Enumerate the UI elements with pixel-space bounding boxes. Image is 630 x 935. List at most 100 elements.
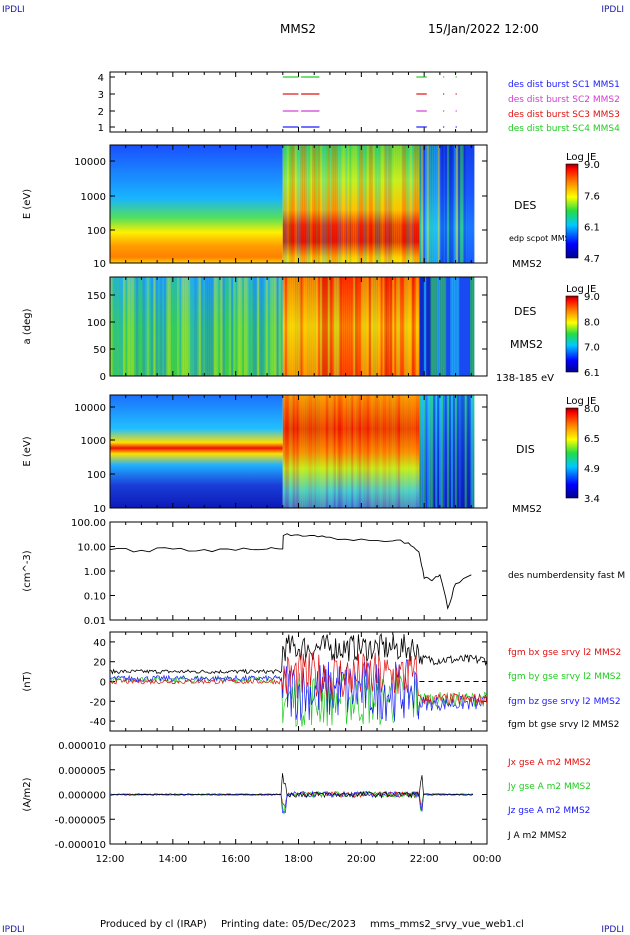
des-energy-side-label: MMS2 xyxy=(512,259,542,270)
des-energy-strip xyxy=(454,145,457,263)
des-pad-strip xyxy=(286,277,290,376)
des-pad-strip xyxy=(378,277,381,376)
des-pad-strip xyxy=(454,277,458,376)
des-pad-strip xyxy=(396,277,399,376)
des-energy-strip xyxy=(434,145,437,263)
dis-energy-strip xyxy=(411,395,415,508)
des-pad-strip xyxy=(215,277,219,376)
des-pad-strip xyxy=(382,277,385,376)
des-energy-strip xyxy=(459,145,463,263)
des-pad-empty xyxy=(474,277,487,376)
des-pad-strip xyxy=(335,277,338,376)
dis-energy-strip xyxy=(347,395,350,508)
des-pad-strip xyxy=(261,277,264,376)
des-pad-strip xyxy=(456,277,460,376)
des-pad-strip xyxy=(235,277,238,376)
current-y-tick-label: -0.000010 xyxy=(55,840,106,851)
des-pad-strip xyxy=(189,277,193,376)
des-pad-strip xyxy=(380,277,383,376)
des-pad-strip xyxy=(443,277,447,376)
des-energy-strip xyxy=(399,145,403,263)
des-pad-strip xyxy=(224,277,228,376)
current-series-trace xyxy=(109,790,474,815)
dis-energy-strip xyxy=(286,395,290,508)
burst-interval-mark xyxy=(443,126,445,128)
dis-energy-strip xyxy=(427,395,430,508)
dis-energy-strip xyxy=(296,395,299,508)
burst-legend-entry: des dist burst SC3 MMS3 xyxy=(508,110,620,120)
current-y-tick-label: 0.000005 xyxy=(58,766,106,777)
des-pad-strip xyxy=(331,277,335,376)
des-pad-strip xyxy=(339,277,342,376)
des-energy-strip xyxy=(286,145,290,263)
des-pad-strip xyxy=(198,277,202,376)
des-pad-strip xyxy=(120,277,124,376)
des-energy-y-tick-label: 10000 xyxy=(74,157,106,168)
des-energy-strip xyxy=(282,145,286,263)
des-pad-y-tick-label: 50 xyxy=(93,345,106,356)
des-energy-strip xyxy=(437,145,441,263)
des-energy-strip xyxy=(314,145,317,263)
des-pad-strip xyxy=(415,277,419,376)
dis-energy-strip xyxy=(317,395,321,508)
des-energy-strip xyxy=(333,145,337,263)
des-pad-y-tick-label: 150 xyxy=(87,291,106,302)
des-pad-strip xyxy=(358,277,362,376)
des-energy-strip xyxy=(401,145,405,263)
des-energy-strip xyxy=(294,145,297,263)
des-pad-strip xyxy=(351,277,354,376)
des-energy-strip xyxy=(468,145,472,263)
burst-interval-mark xyxy=(455,76,457,78)
dis-energy-strip xyxy=(370,395,374,508)
des-pad-strip xyxy=(317,277,321,376)
bfield-y-tick-label: 0 xyxy=(100,678,106,689)
des-pad-strip xyxy=(360,277,364,376)
dis-energy-strip xyxy=(368,395,372,508)
dis-energy-strip xyxy=(351,395,354,508)
des-pad-strip xyxy=(211,277,215,376)
des-pad-strip xyxy=(306,277,309,376)
dis-energy-strip xyxy=(419,395,422,508)
dis-energy-strip xyxy=(382,395,385,508)
dis-energy-strip xyxy=(304,395,307,508)
des-energy-strip xyxy=(380,145,383,263)
des-pad-colorbar-tick-label: 6.1 xyxy=(584,368,600,379)
des-energy-strip xyxy=(312,145,315,263)
des-pad-strip xyxy=(187,277,191,376)
des-pad-side-label: MMS2 xyxy=(510,338,543,351)
dis-energy-strip xyxy=(405,395,409,508)
current-y-axis-label: (A/m2) xyxy=(22,777,33,811)
des-energy-strip xyxy=(441,145,444,263)
dis-energy-strip xyxy=(362,395,366,508)
des-energy-strip xyxy=(341,145,344,263)
des-pad-strip xyxy=(310,277,313,376)
des-pad-strip xyxy=(430,277,434,376)
dis-energy-strip xyxy=(337,395,340,508)
dis-energy-strip xyxy=(312,395,315,508)
des-pad-strip xyxy=(288,277,292,376)
des-pad-strip xyxy=(347,277,350,376)
dis-energy-strip xyxy=(454,395,458,508)
des-energy-empty xyxy=(474,145,487,263)
des-pad-strip xyxy=(127,277,130,376)
des-pad-strip xyxy=(269,277,273,376)
dis-energy-colorbar xyxy=(565,407,579,499)
dis-energy-strip xyxy=(378,395,381,508)
des-energy-strip xyxy=(331,145,335,263)
current-legend-entry: Jz gse A m2 MMS2 xyxy=(507,806,590,816)
des-pad-strip xyxy=(168,277,171,376)
des-energy-strip xyxy=(337,145,340,263)
des-pad-strip xyxy=(282,277,286,376)
bfield-y-tick-label: -20 xyxy=(90,697,106,708)
des-energy-strip xyxy=(319,145,323,263)
des-pad-strip xyxy=(194,277,197,376)
des-energy-strip xyxy=(417,145,420,263)
dis-energy-strip xyxy=(315,395,319,508)
time-axis-tick-label: 22:00 xyxy=(410,854,439,865)
des-pad-colorbar-tick-label: 7.0 xyxy=(584,343,600,354)
des-pad-strip xyxy=(151,277,154,376)
dis-energy-strip xyxy=(374,395,378,508)
dis-energy-strip xyxy=(401,395,405,508)
des-energy-instrument-label: DES xyxy=(514,199,536,212)
des-energy-strip xyxy=(302,145,305,263)
